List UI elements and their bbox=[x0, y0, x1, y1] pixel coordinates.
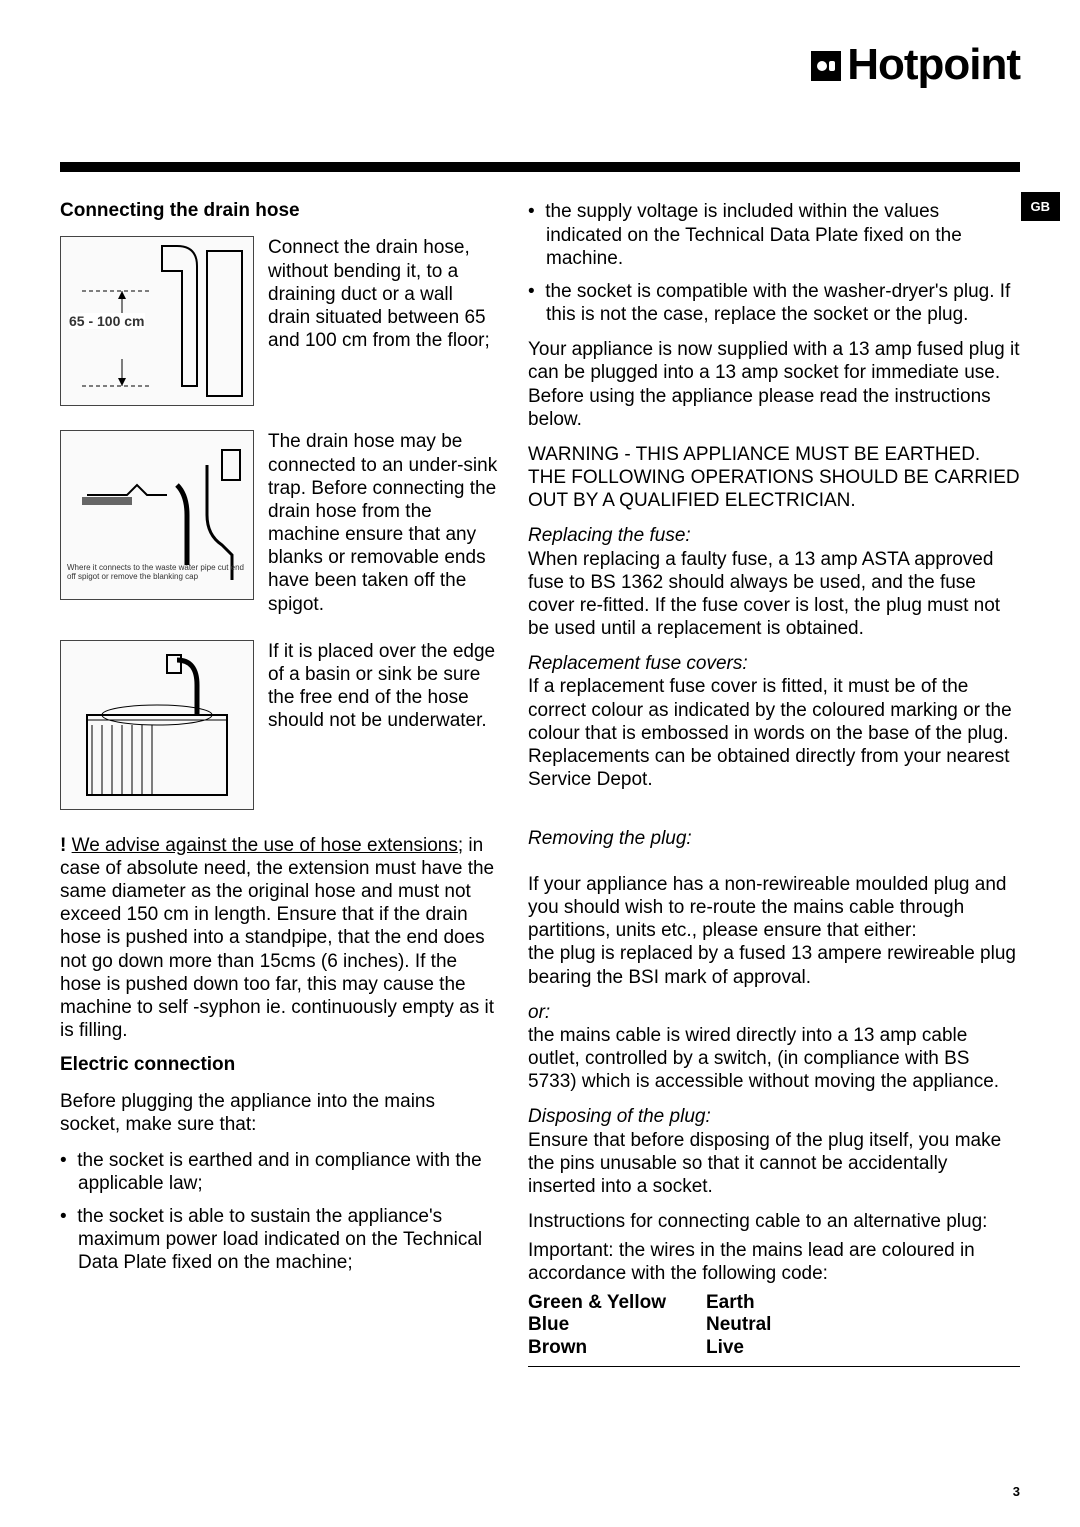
right-column: the supply voltage is included within th… bbox=[528, 200, 1020, 1367]
right-bullet-list: the supply voltage is included within th… bbox=[528, 200, 1020, 326]
figure-1-label: 65 - 100 cm bbox=[69, 313, 145, 329]
important-code-intro: Important: the wires in the mains lead a… bbox=[528, 1239, 1020, 1285]
brand-header: Hotpoint bbox=[60, 40, 1020, 92]
alt-plug-instructions: Instructions for connecting cable to an … bbox=[528, 1210, 1020, 1233]
or-label: or: bbox=[528, 1002, 550, 1023]
replacing-fuse-text: When replacing a faulty fuse, a 13 amp A… bbox=[528, 549, 1000, 640]
earthing-warning: WARNING - THIS APPLIANCE MUST BE EARTHED… bbox=[528, 443, 1020, 513]
page-columns: Connecting the drain hose 65 - 100 cm Co… bbox=[60, 200, 1020, 1367]
hose-warn-lead: We advise against the use of hose extens… bbox=[72, 835, 458, 856]
wire-colour-column: Green & Yellow Blue Brown bbox=[528, 1292, 666, 1360]
wire-name: Neutral bbox=[706, 1314, 771, 1337]
left-bullet-item: the socket is able to sustain the applia… bbox=[60, 1205, 500, 1275]
right-bullet-item: the supply voltage is included within th… bbox=[528, 200, 1020, 270]
top-divider bbox=[60, 162, 1020, 172]
hose-warning: ! We advise against the use of hose exte… bbox=[60, 834, 500, 1043]
page-number: 3 bbox=[1013, 1484, 1020, 1499]
figure-1-caption: Connect the drain hose, without bending … bbox=[268, 236, 500, 352]
fuse-covers-section: Replacement fuse covers: If a replacemen… bbox=[528, 652, 1020, 791]
figure-2-diagram: Where it connects to the waste water pip… bbox=[60, 430, 254, 600]
warning-icon: ! bbox=[60, 835, 66, 856]
amp-info: Your appliance is now supplied with a 13… bbox=[528, 338, 1020, 431]
disposing-head: Disposing of the plug: bbox=[528, 1106, 711, 1127]
left-bullet-item: the socket is earthed and in compliance … bbox=[60, 1149, 500, 1195]
language-tab: GB bbox=[1021, 192, 1061, 221]
wire-colour-table: Green & Yellow Blue Brown Earth Neutral … bbox=[528, 1292, 1020, 1360]
left-column: Connecting the drain hose 65 - 100 cm Co… bbox=[60, 200, 500, 1367]
electric-intro: Before plugging the appliance into the m… bbox=[60, 1090, 500, 1136]
drain-hose-heading: Connecting the drain hose bbox=[60, 200, 500, 222]
fuse-covers-text: If a replacement fuse cover is fitted, i… bbox=[528, 676, 1012, 790]
figure-1-diagram: 65 - 100 cm bbox=[60, 236, 254, 406]
figure-3-caption: If it is placed over the edge of a basin… bbox=[268, 640, 500, 733]
figure-1-block: 65 - 100 cm Connect the drain hose, with… bbox=[60, 236, 500, 406]
figure-2-label: Where it connects to the waste water pip… bbox=[67, 564, 253, 582]
replacing-fuse-head: Replacing the fuse: bbox=[528, 525, 691, 546]
or-section: or: the mains cable is wired directly in… bbox=[528, 1001, 1020, 1094]
disposing-text: Ensure that before disposing of the plug… bbox=[528, 1130, 1001, 1197]
removing-plug-section: Removing the plug: If your appliance has… bbox=[528, 803, 1020, 988]
wire-colour: Green & Yellow bbox=[528, 1292, 666, 1315]
wire-colour: Brown bbox=[528, 1337, 666, 1360]
fuse-covers-head: Replacement fuse covers: bbox=[528, 653, 748, 674]
or-text: the mains cable is wired directly into a… bbox=[528, 1025, 999, 1092]
figure-2-caption: The drain hose may be connected to an un… bbox=[268, 430, 500, 615]
right-bullet-item: the socket is compatible with the washer… bbox=[528, 280, 1020, 326]
wire-colour: Blue bbox=[528, 1314, 666, 1337]
figure-3-diagram bbox=[60, 640, 254, 810]
removing-plug-head: Removing the plug: bbox=[528, 828, 692, 849]
figure-2-block: Where it connects to the waste water pip… bbox=[60, 430, 500, 615]
bottom-rule bbox=[528, 1366, 1020, 1367]
brand-name: Hotpoint bbox=[847, 40, 1020, 89]
brand-icon bbox=[811, 42, 841, 92]
wire-name-column: Earth Neutral Live bbox=[706, 1292, 771, 1360]
hose-warn-rest: ; in case of absolute need, the extensio… bbox=[60, 835, 494, 1041]
wire-name: Earth bbox=[706, 1292, 771, 1315]
disposing-section: Disposing of the plug: Ensure that befor… bbox=[528, 1105, 1020, 1198]
wire-name: Live bbox=[706, 1337, 771, 1360]
replacing-fuse-section: Replacing the fuse: When replacing a fau… bbox=[528, 524, 1020, 640]
left-bullet-list: the socket is earthed and in compliance … bbox=[60, 1149, 500, 1275]
electric-heading: Electric connection bbox=[60, 1054, 500, 1076]
figure-3-block: If it is placed over the edge of a basin… bbox=[60, 640, 500, 810]
removing-plug-text: If your appliance has a non-rewireable m… bbox=[528, 874, 1016, 988]
